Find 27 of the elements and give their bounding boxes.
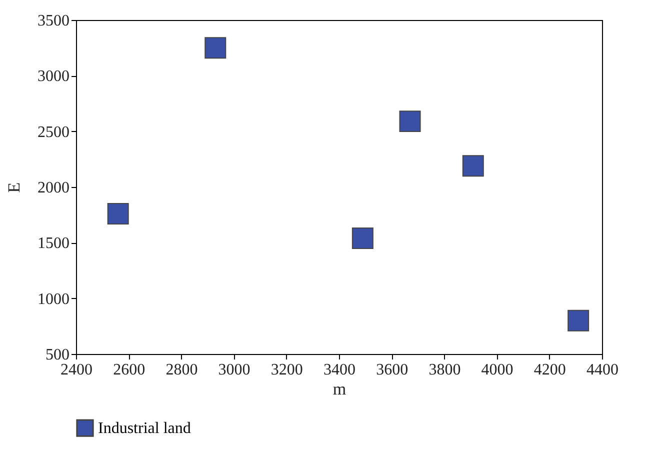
x-tick-label: 3000: [218, 362, 250, 378]
point: [352, 227, 374, 249]
x-tick-label: 2600: [113, 362, 146, 378]
x-tick-label: 2800: [166, 362, 198, 378]
point: [568, 310, 590, 332]
y-tick-label: 1500: [38, 235, 70, 252]
x-tick-label: 3800: [428, 362, 461, 378]
x-tick-label: 4200: [534, 362, 566, 378]
y-axis-title: E: [4, 182, 24, 193]
point: [107, 202, 129, 224]
y-tick-label: 3000: [38, 68, 70, 86]
x-tick-label: 3400: [324, 362, 356, 378]
y-tick-label: 1000: [38, 290, 70, 308]
x-tick-label: 4000: [481, 362, 514, 378]
legend-label: Industrial land: [98, 420, 191, 437]
point: [399, 110, 421, 132]
x-axis-title: m: [332, 380, 346, 398]
x-tick-label: 4400: [586, 362, 618, 378]
point: [462, 155, 484, 177]
x-tick-label: 3200: [270, 362, 303, 378]
y-tick-label: 2500: [38, 124, 70, 141]
x-tick-label: 2400: [60, 362, 92, 378]
y-tick-label: 3500: [38, 12, 70, 30]
point: [204, 37, 226, 59]
y-tick-label: 2000: [38, 180, 70, 196]
y-tick-label: 500: [46, 346, 70, 364]
x-tick-label: 3600: [376, 362, 408, 378]
